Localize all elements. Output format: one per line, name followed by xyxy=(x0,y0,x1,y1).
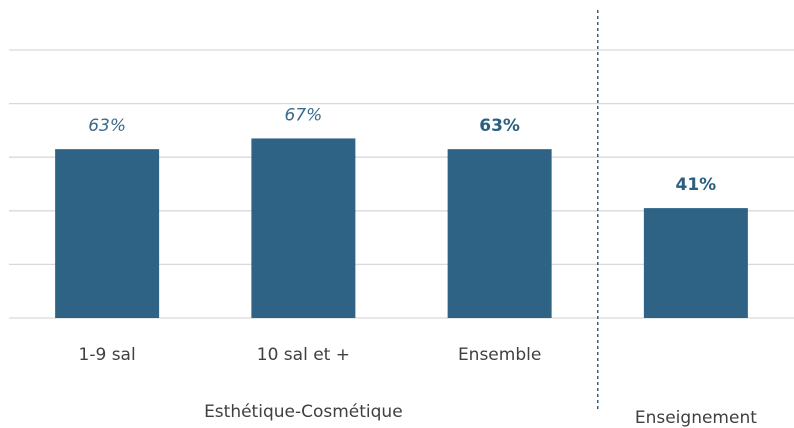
group-label: Esthétique-Cosmétique xyxy=(204,402,403,422)
value-label: 67% xyxy=(284,105,322,125)
x-tick-label: 1-9 sal xyxy=(79,345,136,365)
value-label: 41% xyxy=(676,175,717,195)
group-label: Enseignement xyxy=(635,408,757,428)
value-label: 63% xyxy=(479,116,520,136)
x-tick-label: Ensemble xyxy=(458,345,541,365)
bar xyxy=(55,149,160,318)
bar xyxy=(643,208,748,318)
bar xyxy=(447,149,552,318)
value-label: 63% xyxy=(88,116,126,136)
bar xyxy=(251,138,356,318)
x-tick-label: 10 sal et + xyxy=(257,345,350,365)
